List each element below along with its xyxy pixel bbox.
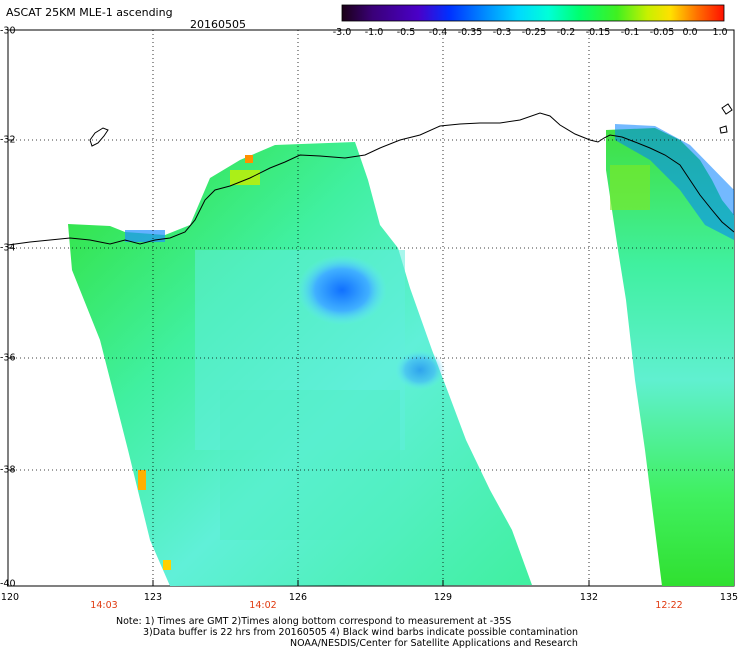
colorbar-label: -0.4 xyxy=(428,27,448,38)
colorbar xyxy=(341,4,725,22)
graticule xyxy=(8,30,734,586)
lat-label: -36 xyxy=(0,352,16,364)
note-line: 3)Data buffer is 22 hrs from 20160505 4)… xyxy=(143,627,579,638)
product-title: ASCAT 25KM MLE-1 ascending xyxy=(6,6,173,19)
lon-label: 132 xyxy=(579,592,599,603)
swath-time-label: 14:02 xyxy=(249,600,277,611)
colorbar-label: -1.0 xyxy=(364,27,384,38)
swath-time-label: 12:22 xyxy=(655,600,683,611)
product-date: 20160505 xyxy=(190,18,246,31)
lon-label: 126 xyxy=(288,592,308,603)
lon-label: 123 xyxy=(143,592,163,603)
colorbar-label: -0.25 xyxy=(521,27,547,38)
note-line: Note: 1) Times are GMT 2)Times along bot… xyxy=(116,616,512,627)
swath-west xyxy=(68,142,532,586)
colorbar-label: -0.35 xyxy=(457,27,483,38)
swath-time-label: 14:03 xyxy=(90,600,118,611)
lat-label: -32 xyxy=(0,134,16,146)
lon-label: 129 xyxy=(433,592,453,603)
lat-label: -40 xyxy=(0,578,16,590)
colorbar-label: -0.5 xyxy=(396,27,416,38)
colorbar-label: -0.1 xyxy=(620,27,640,38)
colorbar-label: -0.3 xyxy=(492,27,512,38)
lat-label: -30 xyxy=(0,25,16,37)
colorbar-label: 0.0 xyxy=(682,27,698,38)
colorbar-label: -0.05 xyxy=(649,27,675,38)
swath-east xyxy=(606,124,734,586)
colorbar-label: 1.0 xyxy=(712,27,728,38)
lon-label: 120 xyxy=(0,592,20,603)
lat-label: -34 xyxy=(0,242,16,254)
note-line: NOAA/NESDIS/Center for Satellite Applica… xyxy=(290,638,578,649)
colorbar-label: -3.0 xyxy=(332,27,352,38)
colorbar-label: -0.15 xyxy=(585,27,611,38)
lon-label: 135 xyxy=(719,592,739,603)
colorbar-label: -0.2 xyxy=(556,27,576,38)
coastline xyxy=(7,103,735,246)
lat-label: -38 xyxy=(0,464,16,476)
axis-ticks xyxy=(8,139,590,586)
